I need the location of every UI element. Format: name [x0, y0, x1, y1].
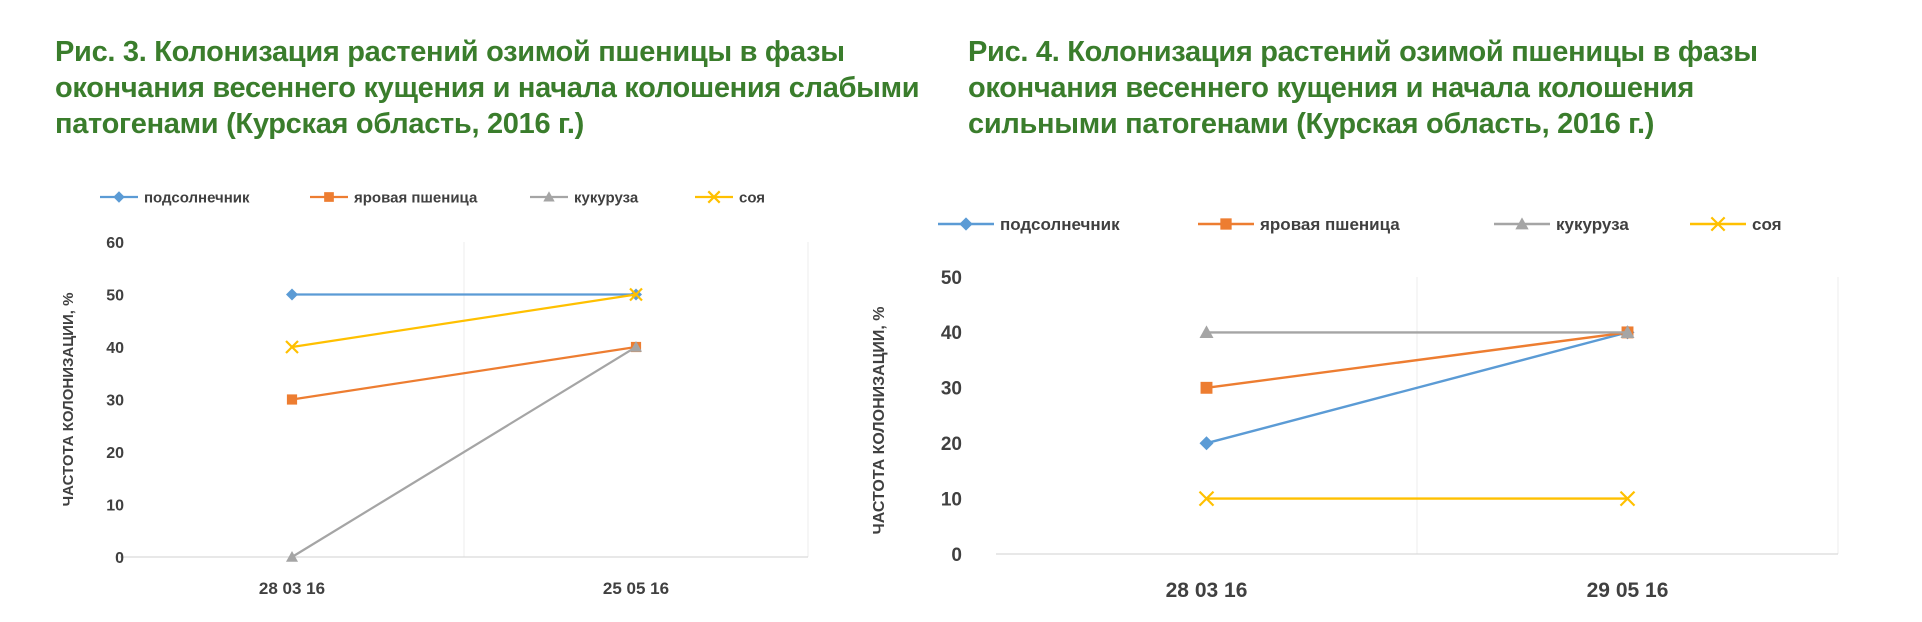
legend-label: подсолнечник	[144, 189, 250, 206]
data-point	[1619, 490, 1636, 507]
legend-marker	[1515, 217, 1529, 230]
data-point	[630, 341, 642, 352]
legend-item: яровая пшеница	[310, 189, 478, 206]
series-line	[290, 345, 638, 559]
y-tick-label: 10	[941, 489, 962, 510]
legend-label: соя	[739, 189, 765, 206]
series-triangle	[286, 341, 642, 562]
legend-item: подсолнечник	[938, 215, 1120, 234]
x-tick-label: 28 03 16	[1166, 579, 1248, 602]
y-tick-label: 30	[106, 392, 124, 409]
legend-item: соя	[1690, 215, 1782, 234]
y-tick-label: 0	[115, 550, 124, 567]
x-tick-label: 25 05 16	[603, 579, 669, 598]
legend-marker	[543, 191, 555, 202]
y-axis-title: ЧАСТОТА КОЛОНИЗАЦИИ, %	[871, 306, 888, 534]
series-line	[1205, 331, 1629, 445]
data-point	[1620, 325, 1635, 338]
series-line	[290, 345, 638, 401]
legend-marker	[959, 217, 973, 231]
y-tick-label: 0	[951, 545, 962, 566]
legend-label: соя	[1752, 215, 1782, 234]
figure-title: Рис. 3. Колонизация растений озимой пшен…	[55, 36, 920, 140]
data-point	[1200, 381, 1213, 394]
y-tick-label: 50	[106, 287, 124, 304]
legend-marker	[1710, 216, 1726, 232]
data-point	[629, 287, 643, 302]
figure-4: Рис. 4. Колонизация растений озимой пшен…	[871, 0, 1922, 622]
x-tick-label: 29 05 16	[1587, 579, 1669, 602]
line-chart: 0 10 20 30 40 50 28 03 16 29 05 16 ЧАСТОТА КОЛОН…	[871, 215, 1839, 602]
y-tick-label: 60	[106, 235, 124, 252]
x-tick-label: 28 03 16	[259, 579, 325, 598]
legend-label: подсолнечник	[1000, 215, 1120, 234]
data-point	[1199, 325, 1214, 338]
data-point	[1198, 490, 1215, 507]
y-tick-label: 30	[941, 379, 962, 400]
series-triangle	[1199, 325, 1635, 338]
legend-item: подсолнечник	[100, 189, 250, 206]
legend-item: кукуруза	[1494, 215, 1629, 234]
y-tick-label: 40	[106, 340, 124, 357]
y-tick-label: 50	[941, 268, 962, 289]
data-point	[286, 394, 298, 405]
legend-item: яровая пшеница	[1198, 215, 1400, 234]
legend-item: соя	[695, 189, 765, 206]
y-tick-label: 10	[106, 497, 124, 514]
legend-item: кукуруза	[530, 189, 639, 206]
legend-marker	[324, 192, 334, 202]
figure-3: Рис. 3. Колонизация растений озимой пшен…	[0, 0, 960, 622]
legend-label: кукуруза	[1556, 215, 1629, 234]
legend-label: яровая пшеница	[354, 189, 478, 206]
data-point	[286, 288, 298, 301]
figure-title: Рис. 4. Колонизация растений озимой пшен…	[968, 36, 1758, 140]
series-line	[1205, 331, 1629, 389]
legend-marker	[113, 191, 125, 203]
y-tick-label: 40	[941, 323, 962, 344]
data-point	[1199, 436, 1214, 451]
y-tick-label: 20	[941, 434, 962, 455]
line-chart: 0 10 20 30 40 50 60 28 03 16 25 05 16 ЧАСТОТА КОЛ…	[60, 189, 809, 598]
series-x	[1198, 490, 1636, 507]
series-line	[290, 293, 638, 349]
legend-label: кукуруза	[574, 189, 639, 206]
data-point	[285, 340, 299, 354]
legend-marker	[1220, 218, 1232, 230]
series-x	[285, 287, 643, 354]
data-point	[286, 551, 298, 562]
legend-label: яровая пшеница	[1259, 215, 1400, 234]
y-tick-label: 20	[106, 445, 124, 462]
legend-marker	[707, 190, 721, 204]
y-axis-title: ЧАСТОТА КОЛОНИЗАЦИИ, %	[60, 293, 77, 507]
